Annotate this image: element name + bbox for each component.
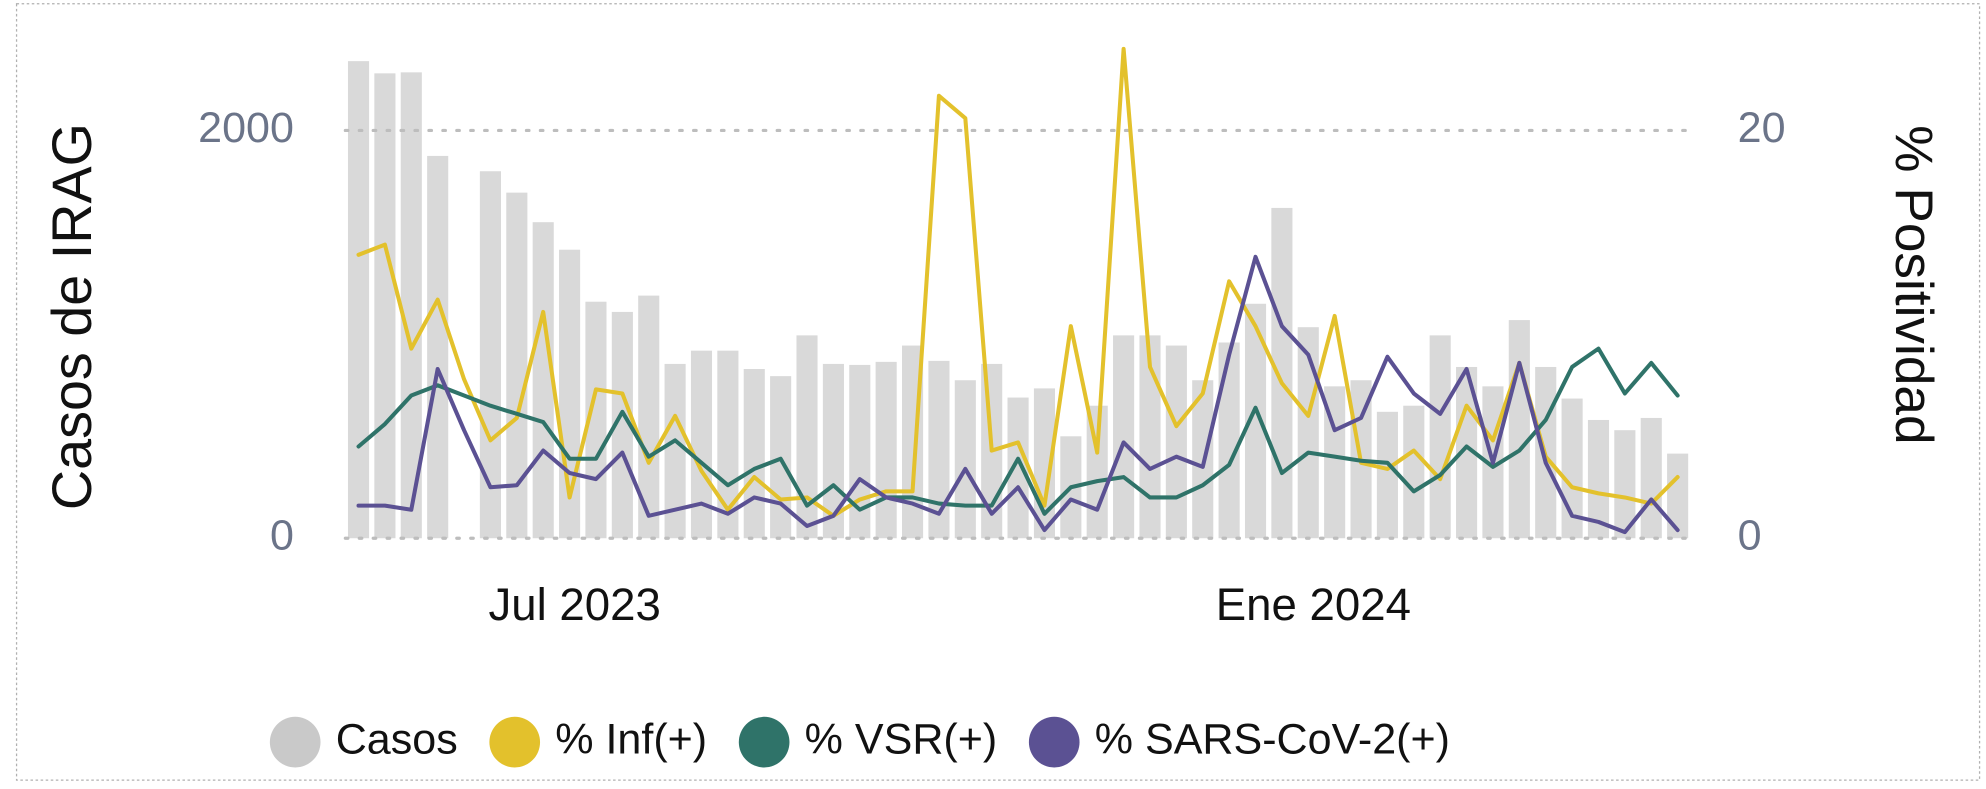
bar bbox=[1244, 303, 1267, 539]
bar bbox=[400, 72, 422, 539]
bar bbox=[1508, 320, 1530, 539]
legend-label: Casos bbox=[336, 716, 458, 764]
bar bbox=[1139, 335, 1161, 539]
bar bbox=[875, 361, 897, 539]
bar bbox=[506, 192, 528, 539]
bar bbox=[479, 171, 501, 539]
legend-label: % SARS-CoV-2(+) bbox=[1095, 716, 1450, 764]
y-tick-label: 0 bbox=[270, 512, 294, 560]
legend-marker bbox=[738, 716, 790, 768]
bar bbox=[1113, 335, 1135, 539]
y-tick-label: 2000 bbox=[198, 104, 294, 152]
bar bbox=[928, 360, 950, 539]
line bbox=[356, 254, 1680, 535]
bar bbox=[1218, 342, 1240, 539]
line bbox=[356, 46, 1680, 518]
bar bbox=[664, 363, 686, 539]
line bbox=[356, 346, 1680, 516]
bar bbox=[1667, 453, 1689, 539]
bar bbox=[1403, 405, 1425, 539]
bar bbox=[1007, 397, 1029, 539]
bar bbox=[1271, 207, 1293, 539]
bar bbox=[374, 73, 396, 539]
bar bbox=[347, 61, 370, 539]
bar bbox=[796, 335, 818, 539]
legend-marker bbox=[269, 716, 321, 768]
bar bbox=[1429, 335, 1451, 539]
bar bbox=[849, 364, 871, 539]
y-axis-title: Casos de IRAG bbox=[41, 123, 103, 510]
legend-marker bbox=[1028, 716, 1080, 768]
bar bbox=[532, 222, 554, 539]
bar bbox=[1587, 419, 1610, 539]
bar bbox=[1376, 411, 1398, 539]
bar bbox=[743, 369, 765, 539]
bar bbox=[954, 380, 976, 539]
bar bbox=[1614, 430, 1636, 539]
bar bbox=[1324, 386, 1346, 539]
bar bbox=[1640, 417, 1662, 539]
bar bbox=[1297, 327, 1319, 539]
bar bbox=[1165, 345, 1187, 539]
legend-marker bbox=[489, 716, 541, 768]
legend-label: % VSR(+) bbox=[805, 716, 998, 764]
x-tick-label: Jul 2023 bbox=[488, 579, 660, 630]
x-tick-label: Ene 2024 bbox=[1216, 579, 1411, 630]
bar bbox=[427, 155, 449, 539]
bar bbox=[638, 295, 660, 539]
y2-tick-label: 0 bbox=[1738, 512, 1762, 560]
frame bbox=[15, 3, 1981, 781]
bar bbox=[1086, 405, 1108, 539]
bar bbox=[690, 350, 713, 539]
y2-tick-label: 20 bbox=[1738, 104, 1786, 152]
legend-label: % Inf(+) bbox=[555, 716, 707, 764]
bar bbox=[611, 311, 633, 539]
bar bbox=[822, 363, 844, 539]
y2-axis-title: % Positividad bbox=[1884, 125, 1943, 444]
bar bbox=[717, 350, 739, 539]
